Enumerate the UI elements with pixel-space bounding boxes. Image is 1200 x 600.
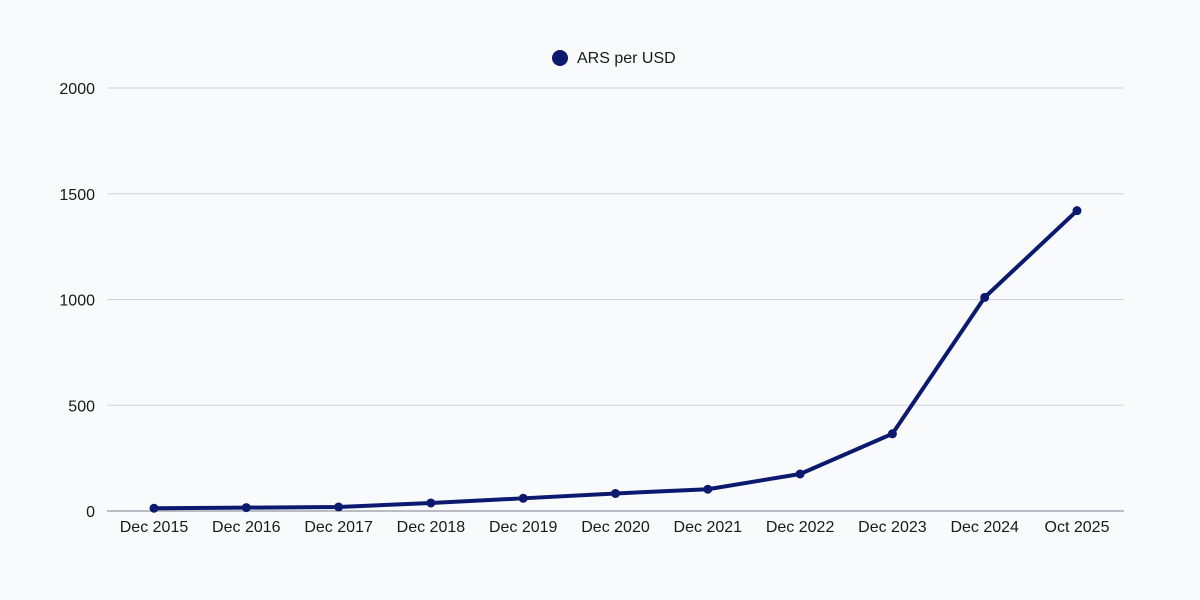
y-axis-ticks: 0 500 1000 1500 2000 bbox=[59, 81, 95, 521]
y-tick-label: 1000 bbox=[59, 293, 95, 310]
data-point[interactable] bbox=[611, 488, 620, 498]
y-tick-label: 0 bbox=[86, 504, 95, 521]
x-tick-label: Oct 2025 bbox=[1045, 519, 1110, 536]
y-tick-label: 500 bbox=[68, 398, 95, 415]
data-point[interactable] bbox=[241, 503, 251, 513]
x-tick-label: Dec 2020 bbox=[581, 519, 650, 536]
x-tick-label: Dec 2015 bbox=[120, 519, 189, 536]
x-axis-ticks: Dec 2015 Dec 2016 Dec 2017 Dec 2018 Dec 2019… bbox=[120, 519, 1110, 536]
series-line bbox=[152, 208, 1079, 511]
y-tick-label: 1500 bbox=[59, 187, 95, 204]
legend[interactable]: ARS per USD bbox=[552, 50, 676, 67]
data-point[interactable] bbox=[703, 484, 713, 494]
x-tick-label: Dec 2017 bbox=[304, 519, 373, 536]
series-group bbox=[149, 206, 1082, 513]
x-tick-label: Dec 2016 bbox=[212, 519, 281, 536]
x-tick-label: Dec 2019 bbox=[489, 519, 558, 536]
gridlines bbox=[107, 87, 1124, 406]
data-point[interactable] bbox=[426, 498, 436, 508]
data-point[interactable] bbox=[1072, 206, 1082, 216]
x-tick-label: Dec 2021 bbox=[674, 519, 743, 536]
x-tick-label: Dec 2024 bbox=[950, 519, 1019, 536]
y-tick-label: 2000 bbox=[59, 81, 95, 98]
data-point[interactable] bbox=[887, 429, 897, 439]
data-point[interactable] bbox=[795, 469, 805, 479]
legend-label: ARS per USD bbox=[577, 50, 676, 67]
legend-marker bbox=[552, 50, 568, 66]
data-point[interactable] bbox=[980, 292, 990, 302]
data-point[interactable] bbox=[149, 503, 159, 513]
x-tick-label: Dec 2022 bbox=[766, 519, 835, 536]
data-point[interactable] bbox=[518, 493, 528, 503]
x-tick-label: Dec 2023 bbox=[858, 519, 927, 536]
data-point[interactable] bbox=[334, 502, 344, 512]
x-tick-label: Dec 2018 bbox=[397, 519, 466, 536]
